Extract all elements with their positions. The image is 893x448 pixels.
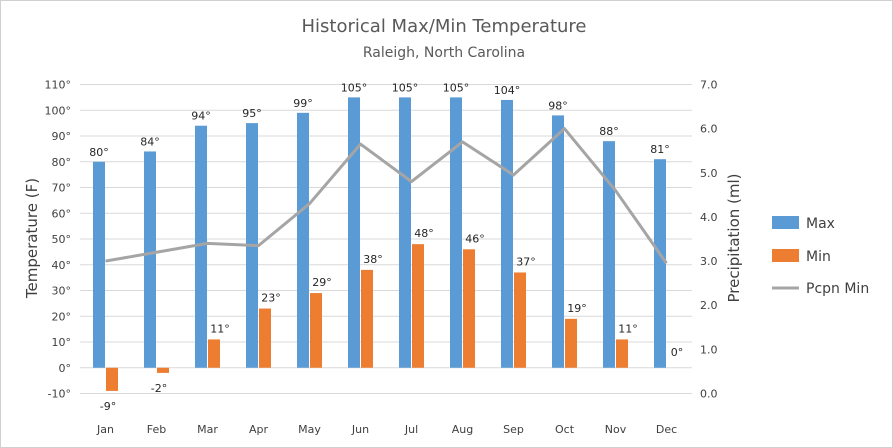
right-axis-title: Precipitation (ml) xyxy=(725,173,743,302)
data-labels: 80° 84° 94° 95° 99° 105° 105° 105° 104° 98° 88° 81°… xyxy=(89,81,683,413)
min-bar xyxy=(412,244,424,368)
max-data-label: 81° xyxy=(650,143,670,156)
max-bars xyxy=(93,97,666,368)
legend-swatch-max xyxy=(772,216,799,229)
x-tick-label: Feb xyxy=(147,423,166,436)
left-tick-label: 40° xyxy=(52,259,72,272)
right-tick-label: 6.0 xyxy=(700,123,718,136)
left-tick-label: 60° xyxy=(52,207,72,220)
chart-title: Historical Max/Min Temperature xyxy=(302,16,587,37)
legend-label-min: Min xyxy=(806,249,831,265)
min-data-label: 48° xyxy=(414,227,434,240)
max-bar xyxy=(93,161,105,368)
max-bar xyxy=(603,141,615,368)
min-data-label: 23° xyxy=(261,292,281,305)
max-data-label: 99° xyxy=(293,97,313,110)
left-tick-label: 20° xyxy=(52,310,72,323)
max-data-label: 84° xyxy=(140,135,160,148)
min-data-label: 19° xyxy=(567,302,587,315)
min-data-label: 0° xyxy=(671,346,684,359)
max-data-label: 94° xyxy=(191,110,211,123)
left-tick-label: 90° xyxy=(52,130,72,143)
max-data-label: 105° xyxy=(443,81,470,94)
max-bar xyxy=(195,125,207,368)
min-data-label: 11° xyxy=(210,322,230,335)
min-bar xyxy=(259,308,271,368)
max-data-label: 105° xyxy=(341,81,368,94)
x-tick-label: Sep xyxy=(503,423,524,436)
pcpn-line-path xyxy=(105,127,668,265)
min-bar xyxy=(157,367,169,373)
left-tick-label: 100° xyxy=(45,104,72,117)
max-data-label: 104° xyxy=(494,84,521,97)
left-tick-label: 50° xyxy=(52,233,72,246)
pcpn-line xyxy=(105,127,668,265)
x-tick-label: Jan xyxy=(96,423,114,436)
min-bar xyxy=(208,339,220,368)
max-data-label: 105° xyxy=(392,81,419,94)
min-bar xyxy=(514,272,526,368)
min-bar xyxy=(106,367,118,391)
right-tick-label: 4.0 xyxy=(700,211,718,224)
x-tick-label: Nov xyxy=(605,423,627,436)
x-tick-label: Oct xyxy=(555,423,575,436)
max-data-label: 98° xyxy=(548,99,568,112)
min-data-label: -2° xyxy=(151,382,167,395)
x-tick-label: Dec xyxy=(656,423,677,436)
min-bars xyxy=(106,244,628,391)
left-tick-label: 80° xyxy=(52,156,72,169)
left-tick-label: 70° xyxy=(52,182,72,195)
min-data-label: 38° xyxy=(363,253,383,266)
x-tick-label: May xyxy=(298,423,321,436)
min-bar xyxy=(361,269,373,368)
left-tick-label: 30° xyxy=(52,285,72,298)
min-data-label: 29° xyxy=(312,276,332,289)
right-tick-label: 2.0 xyxy=(700,299,718,312)
legend-swatch-min xyxy=(772,249,799,262)
left-axis-title: Temperature (F) xyxy=(23,178,41,299)
min-bar xyxy=(616,339,628,368)
min-bar xyxy=(565,318,577,368)
right-tick-label: 3.0 xyxy=(700,255,718,268)
right-tick-label: 0.0 xyxy=(700,388,718,401)
max-bar xyxy=(654,159,666,368)
max-bar xyxy=(552,115,564,368)
left-axis-ticks: -10° 0° 10° 20° 30° 40° 50° 60° 70° 80° 90° 100° 110… xyxy=(45,79,72,401)
x-tick-label: Aug xyxy=(452,423,473,436)
max-bar xyxy=(501,99,513,368)
x-tick-label: Jul xyxy=(404,423,418,436)
left-tick-label: 10° xyxy=(52,336,72,349)
max-bar xyxy=(348,97,360,368)
min-data-label: 46° xyxy=(465,232,485,245)
x-axis-ticks: Jan Feb Mar Apr May Jun Jul Aug Sep Oct Nov Dec xyxy=(96,423,677,436)
max-bar xyxy=(450,97,462,368)
min-bar xyxy=(310,293,322,368)
x-tick-label: Apr xyxy=(249,423,269,436)
legend-label-max: Max xyxy=(806,216,835,232)
max-data-label: 88° xyxy=(599,125,619,138)
chart-subtitle: Raleigh, North Carolina xyxy=(363,45,525,61)
legend-label-pcpn: Pcpn Min xyxy=(806,281,869,297)
right-axis-ticks: 0.0 1.0 2.0 3.0 4.0 5.0 6.0 7.0 xyxy=(700,79,718,401)
min-data-label: 37° xyxy=(516,255,536,268)
max-bar xyxy=(144,151,156,368)
left-tick-label: -10° xyxy=(48,388,71,401)
max-data-label: 80° xyxy=(89,146,109,159)
max-bar xyxy=(297,112,309,368)
right-tick-label: 7.0 xyxy=(700,79,718,92)
min-bar xyxy=(463,249,475,368)
legend: Max Min Pcpn Min xyxy=(772,216,869,297)
right-tick-label: 5.0 xyxy=(700,167,718,180)
x-tick-label: Mar xyxy=(197,423,218,436)
min-data-label: 11° xyxy=(618,322,638,335)
right-tick-label: 1.0 xyxy=(700,343,718,356)
left-tick-label: 0° xyxy=(59,362,72,375)
max-data-label: 95° xyxy=(242,107,262,120)
min-data-label: -9° xyxy=(100,400,116,413)
max-bar xyxy=(399,97,411,368)
left-tick-label: 110° xyxy=(45,79,72,92)
x-tick-label: Jun xyxy=(351,423,369,436)
